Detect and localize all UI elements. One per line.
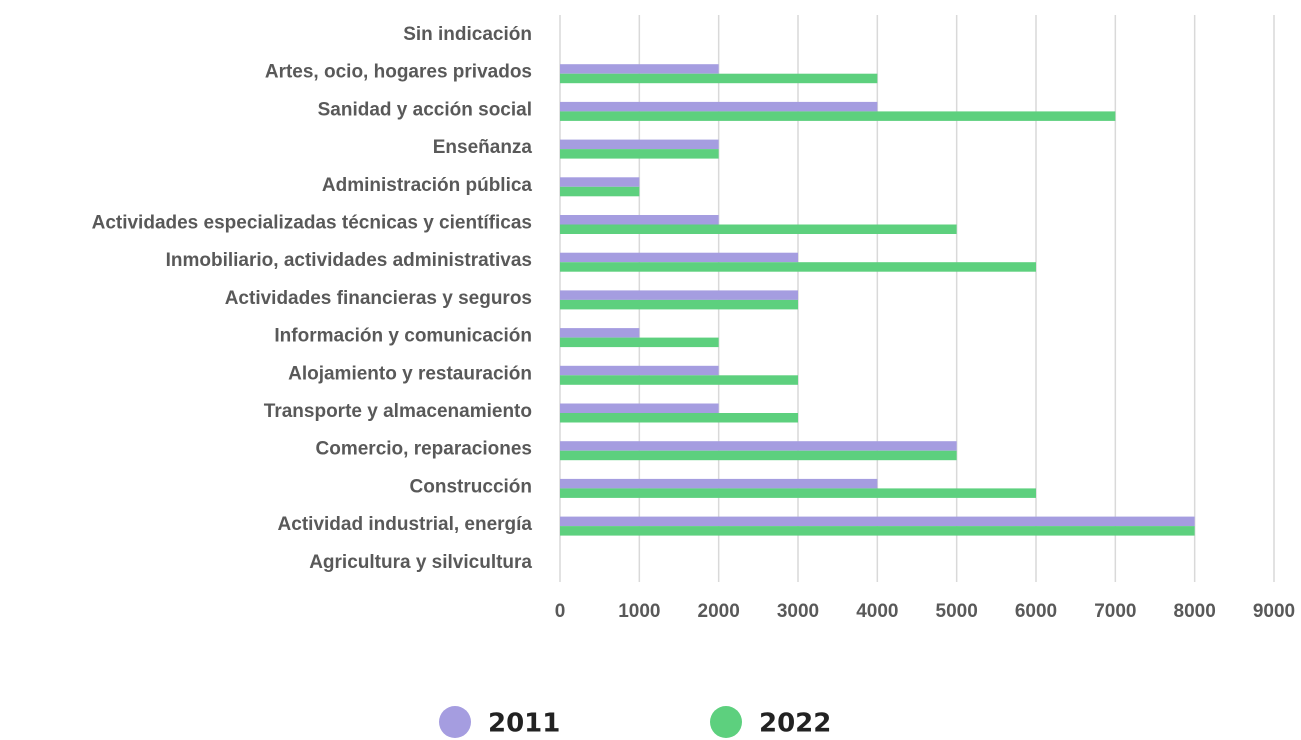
bar — [560, 177, 640, 187]
x-tick-label: 8000 — [1174, 601, 1216, 622]
x-tick-label: 7000 — [1094, 601, 1136, 622]
legend-label: 2022 — [759, 709, 831, 739]
x-tick-label: 2000 — [698, 601, 740, 622]
x-tick-label: 9000 — [1253, 601, 1295, 622]
y-tick-label: Administración pública — [322, 175, 533, 196]
bar — [560, 111, 1116, 121]
bar — [560, 337, 719, 348]
x-tick-label: 6000 — [1015, 601, 1057, 622]
y-tick-label: Agricultura y silvicultura — [309, 552, 532, 573]
legend-marker — [710, 706, 742, 738]
bar — [560, 252, 798, 263]
bar — [560, 365, 719, 376]
y-tick-label: Información y comunicación — [274, 326, 532, 347]
bar — [560, 290, 798, 300]
bar — [560, 215, 719, 225]
bar — [560, 186, 640, 197]
bar — [560, 328, 640, 338]
x-tick-label: 0 — [555, 601, 566, 622]
bar — [560, 101, 878, 112]
x-tick-label: 3000 — [777, 601, 819, 622]
bar — [560, 73, 878, 84]
y-tick-label: Actividades especializadas técnicas y ci… — [92, 213, 532, 234]
bar — [560, 64, 719, 74]
x-tick-label: 1000 — [618, 601, 660, 622]
bar — [560, 516, 1195, 527]
y-tick-label: Construcción — [410, 476, 532, 497]
y-tick-label: Enseñanza — [433, 137, 533, 158]
bar — [560, 413, 798, 423]
bar — [560, 375, 798, 385]
bar — [560, 262, 1036, 272]
bar — [560, 299, 798, 310]
y-tick-label: Actividad industrial, energía — [278, 514, 533, 535]
legend-label: 2011 — [488, 709, 560, 739]
y-tick-label: Sin indicación — [403, 24, 532, 45]
y-tick-label: Actividades financieras y seguros — [225, 288, 532, 309]
bar — [560, 149, 719, 159]
x-tick-label: 5000 — [936, 601, 978, 622]
bar — [560, 450, 957, 461]
bar — [560, 403, 719, 413]
y-tick-label: Comercio, reparaciones — [316, 439, 532, 460]
bar — [560, 224, 957, 234]
bar — [560, 139, 719, 150]
y-tick-label: Alojamiento y restauración — [288, 363, 532, 384]
legend-marker — [439, 706, 471, 738]
y-tick-label: Sanidad y acción social — [318, 99, 532, 120]
bar — [560, 488, 1036, 498]
bar — [560, 478, 878, 489]
y-tick-label: Inmobiliario, actividades administrativa… — [166, 250, 532, 271]
bar — [560, 441, 957, 451]
bar — [560, 526, 1195, 536]
x-tick-label: 4000 — [856, 601, 898, 622]
y-tick-label: Transporte y almacenamiento — [264, 401, 532, 422]
y-tick-label: Artes, ocio, hogares privados — [265, 62, 532, 83]
